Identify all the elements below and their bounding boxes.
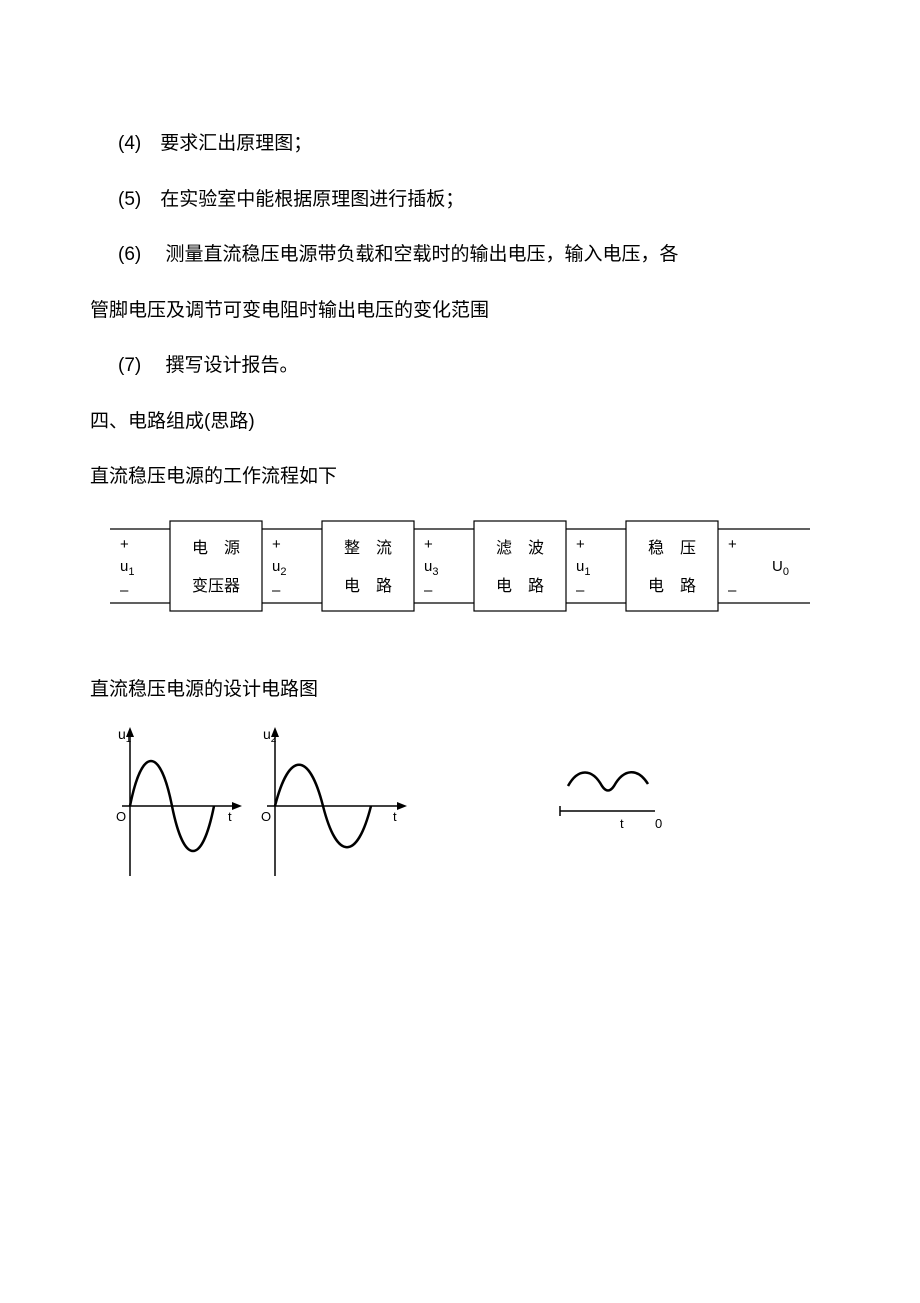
svg-text:电 路: 电 路 (344, 577, 392, 595)
signal-u1: + u1 – (110, 529, 170, 603)
section-4-title: 四、电路组成(思路) (90, 398, 830, 446)
svg-text:–: – (120, 582, 129, 599)
svg-text:t: t (393, 809, 397, 824)
svg-text:u3: u3 (424, 558, 438, 578)
flow-block-diagram: + u1 – 电 源 变压器 + u2 – 整 流 电 路 + (110, 511, 830, 626)
svg-text:O: O (116, 809, 126, 824)
svg-text:t: t (620, 816, 624, 831)
svg-text:+: + (120, 536, 129, 553)
circuit-intro: 直流稳压电源的设计电路图 (90, 666, 830, 714)
svg-text:+: + (576, 536, 585, 553)
list-item-4: (4) 要求汇出原理图； (90, 120, 830, 168)
list-item-6: (6) 测量直流稳压电源带负载和空载时的输出电压，输入电压，各 (90, 231, 830, 279)
block-rectifier: 整 流 电 路 (322, 521, 414, 611)
svg-text:–: – (424, 582, 433, 599)
waveform-u1: u1 O t (110, 721, 245, 881)
svg-text:t: t (228, 809, 232, 824)
waveform-row: u1 O t u2 O t t 0 (110, 721, 830, 881)
svg-text:u1: u1 (576, 558, 590, 578)
svg-text:–: – (272, 582, 281, 599)
svg-text:+: + (728, 536, 737, 553)
block-regulator: 稳 压 电 路 (626, 521, 718, 611)
svg-text:0: 0 (655, 816, 662, 831)
svg-text:u1: u1 (120, 558, 134, 578)
flow-intro: 直流稳压电源的工作流程如下 (90, 453, 830, 501)
signal-u1b: + u1 – (566, 529, 626, 603)
svg-text:–: – (576, 582, 585, 599)
svg-text:整 流: 整 流 (344, 539, 392, 557)
svg-text:–: – (728, 582, 737, 599)
waveform-output: t 0 (550, 756, 690, 846)
list-item-6-cont: 管脚电压及调节可变电阻时输出电压的变化范围 (90, 287, 830, 335)
svg-text:U0: U0 (772, 558, 789, 578)
block-filter: 滤 波 电 路 (474, 521, 566, 611)
svg-text:电 路: 电 路 (496, 577, 544, 595)
signal-u2: + u2 – (262, 529, 322, 603)
waveform-u2: u2 O t (255, 721, 410, 881)
list-item-7: (7) 撰写设计报告。 (90, 342, 830, 390)
svg-text:+: + (424, 536, 433, 553)
signal-U0: + U0 – (718, 529, 810, 603)
block-transformer: 电 源 变压器 (170, 521, 262, 611)
list-item-5: (5) 在实验室中能根据原理图进行插板； (90, 176, 830, 224)
svg-text:稳 压: 稳 压 (648, 539, 696, 557)
svg-text:电 源: 电 源 (192, 539, 240, 557)
svg-text:电 路: 电 路 (648, 577, 696, 595)
svg-text:+: + (272, 536, 281, 553)
svg-text:变压器: 变压器 (192, 577, 240, 595)
svg-text:滤 波: 滤 波 (496, 539, 544, 557)
svg-text:O: O (261, 809, 271, 824)
svg-text:u2: u2 (272, 558, 286, 578)
signal-u3: + u3 – (414, 529, 474, 603)
